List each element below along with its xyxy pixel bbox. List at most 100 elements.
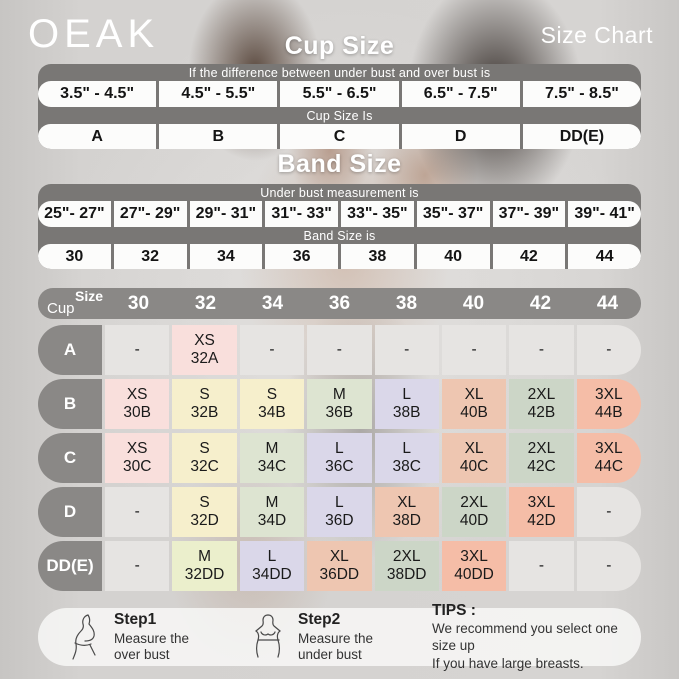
matrix-cell: XS 32A	[172, 325, 237, 375]
band-number-cell: 30	[38, 244, 111, 269]
matrix-row-label: DD(E)	[38, 541, 102, 591]
matrix-cell: -	[307, 325, 372, 375]
matrix-cell: 3XL 42D	[509, 487, 574, 537]
band-condition-bar: Under bust measurement is	[260, 185, 419, 200]
page-title: Size Chart	[540, 22, 653, 48]
matrix-row: DD(E) - M 32DD L 34DD XL 36DD 2XL 38DD 3XL 40DD - -	[38, 541, 641, 591]
matrix-row-label: D	[38, 487, 102, 537]
cup-letter-cell: C	[280, 124, 399, 149]
matrix-cell: L 36C	[307, 433, 372, 483]
tips-title: TIPS :	[432, 601, 476, 619]
brand-logo: OEAK	[28, 12, 160, 56]
cup-range-cell: 7.5" - 8.5"	[522, 81, 641, 107]
matrix-cell: 2XL 42C	[509, 433, 574, 483]
matrix-cell: 2XL 40D	[441, 487, 507, 537]
cup-condition-bar: If the difference between under bust and…	[188, 65, 491, 80]
step2-title: Step2	[298, 611, 341, 629]
band-number-cell: 32	[113, 244, 187, 269]
band-range-cell: 29"- 31"	[189, 201, 263, 227]
tips-block: TIPS : We recommend you select one size …	[432, 602, 641, 673]
matrix-cell: S 32C	[172, 433, 237, 483]
step2-text: Measure the under bust	[298, 631, 374, 662]
band-number-cell: 34	[189, 244, 263, 269]
tips-line2: If you have large breasts.	[432, 655, 584, 671]
band-range-cell: 25"- 27"	[38, 201, 111, 227]
band-size-title: Band Size	[277, 150, 402, 178]
band-number-cell: 38	[341, 244, 414, 269]
matrix-row-label: B	[38, 379, 102, 429]
matrix-column-header: 36	[328, 292, 351, 314]
matrix-cell: M 32DD	[172, 541, 237, 591]
matrix-column-headers: 30 32 34 36 38 40 42 44	[105, 288, 641, 319]
matrix-cell: -	[105, 487, 170, 537]
band-number-cell: 40	[416, 244, 490, 269]
cup-letter-cell: B	[159, 124, 278, 149]
matrix-column-header: 42	[529, 292, 552, 314]
band-range-cell: 37"- 39"	[492, 201, 566, 227]
matrix-corner-cell: Size Cup	[38, 288, 105, 319]
matrix-cell: XS 30B	[105, 379, 170, 429]
tips-line1: We recommend you select one size up	[432, 620, 618, 654]
matrix-cell: XL 40C	[441, 433, 507, 483]
matrix-cell: -	[576, 487, 641, 537]
matrix-row: D - S 32D M 34D L 36D XL 38D 2XL 40D 3XL 42D -	[38, 487, 641, 537]
band-size-table: Under bust measurement is 25"- 27" 27"- 2…	[38, 184, 641, 269]
matrix-cell: XL 38D	[374, 487, 439, 537]
cup-size-title: Cup Size	[284, 32, 395, 60]
band-result-bar: Band Size is	[303, 228, 376, 243]
matrix-row-label: C	[38, 433, 102, 483]
corner-size-label: Size	[74, 288, 103, 304]
measure-guide-bar: Step1 Measure the over bust Step2 Measur…	[38, 602, 641, 671]
matrix-cell: L 34DD	[239, 541, 305, 591]
cup-letter-cell: D	[401, 124, 520, 149]
matrix-column-header: 40	[462, 292, 485, 314]
matrix-cell: L 36D	[307, 487, 372, 537]
matrix-header: Size Cup 30 32 34 36 38 40 42 44	[38, 288, 641, 319]
matrix-column-header: 38	[395, 292, 418, 314]
band-range-cell: 35"- 37"	[416, 201, 490, 227]
matrix-column-header: 32	[194, 292, 217, 314]
cup-range-cell: 4.5" - 5.5"	[159, 81, 278, 107]
matrix-cell: 3XL 44C	[576, 433, 641, 483]
matrix-cell: S 34B	[239, 379, 305, 429]
matrix-cell: M 36B	[307, 379, 372, 429]
matrix-cell: M 34C	[239, 433, 305, 483]
matrix-cell: XL 36DD	[307, 541, 372, 591]
matrix-column-header: 44	[596, 292, 619, 314]
matrix-row: B XS 30B S 32B S 34B M 36B L 38B XL 40B 2XL 42B 3XL 44B	[38, 379, 641, 429]
band-range-cell: 33"- 35"	[341, 201, 414, 227]
cup-range-cell: 5.5" - 6.5"	[280, 81, 399, 107]
matrix-cell: -	[441, 325, 507, 375]
cup-result-bar: Cup Size Is	[306, 108, 373, 123]
matrix-cell: -	[509, 541, 574, 591]
band-number-cell: 36	[265, 244, 338, 269]
matrix-cell: -	[105, 541, 170, 591]
matrix-body: A - XS 32A - - - - - - B XS 30B S 32B S 34B M 36B L 38B XL 40B…	[38, 325, 641, 591]
cup-size-table: If the difference between under bust and…	[38, 64, 641, 149]
band-range-cell: 31"- 33"	[265, 201, 338, 227]
matrix-cell: XL 40B	[441, 379, 507, 429]
matrix-cell: 2XL 42B	[509, 379, 574, 429]
cup-letter-cell: DD(E)	[522, 124, 641, 149]
matrix-cell: 3XL 40DD	[441, 541, 507, 591]
matrix-cell: S 32D	[172, 487, 237, 537]
matrix-cell: -	[576, 325, 641, 375]
cup-letter-cell: A	[38, 124, 157, 149]
band-number-cell: 44	[568, 244, 641, 269]
matrix-cell: S 32B	[172, 379, 237, 429]
cup-letter-row: A B C D DD(E)	[38, 124, 641, 149]
matrix-cell: -	[509, 325, 574, 375]
band-number-row: 30 32 34 36 38 40 42 44	[38, 244, 641, 269]
band-range-cell: 27"- 29"	[113, 201, 187, 227]
step1-title: Step1	[114, 611, 157, 629]
matrix-row: C XS 30C S 32C M 34C L 36C L 38C XL 40C 2XL 42C 3XL 44C	[38, 433, 641, 483]
band-number-cell: 42	[492, 244, 566, 269]
step1-text: Measure the over bust	[114, 631, 190, 662]
measure-under-bust-icon	[248, 613, 288, 661]
matrix-cell: 3XL 44B	[576, 379, 641, 429]
matrix-cell: XS 30C	[105, 433, 170, 483]
cup-range-cell: 6.5" - 7.5"	[401, 81, 520, 107]
band-range-row: 25"- 27" 27"- 29" 29"- 31" 31"- 33" 33"- 35"…	[38, 201, 641, 227]
cup-range-row: 3.5" - 4.5" 4.5" - 5.5" 5.5" - 6.5" 6.5" - …	[38, 81, 641, 107]
matrix-cell: L 38C	[374, 433, 439, 483]
